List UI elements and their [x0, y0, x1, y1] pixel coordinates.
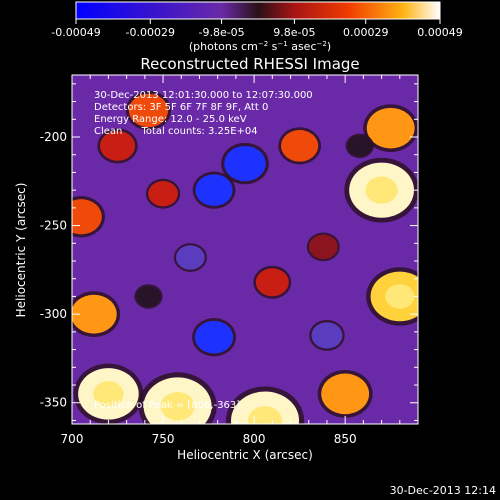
x-tick-label: 800 [243, 432, 266, 446]
colorbar-tick-label: -9.8e-05 [198, 26, 244, 39]
heatmap-blob [72, 294, 117, 334]
annotation-detectors: Detectors: 3F 5F 6F 7F 8F 9F, Att 0 [94, 102, 268, 113]
heatmap-blob [321, 373, 370, 415]
plot-frame [71, 74, 419, 425]
axes: 700 750 800 850 -350 -300 -250 -200 [40, 75, 419, 446]
chart-title: Reconstructed RHESSI Image [140, 55, 359, 73]
y-tick-label: -250 [40, 219, 67, 233]
footer-timestamp: 30-Dec-2013 12:14 [390, 484, 496, 497]
heatmap-blob-core [365, 176, 398, 204]
colorbar-tick-label: 0.00029 [343, 26, 389, 39]
heatmap-blob [366, 107, 415, 149]
heatmap-blob [195, 174, 233, 206]
y-tick-label: -300 [40, 307, 67, 321]
heatmap-blob [148, 181, 178, 207]
heatmap-blob [347, 135, 372, 157]
heatmap [72, 90, 418, 424]
annotation-time-range: 30-Dec-2013 12:01:30.000 to 12:07:30.000 [94, 90, 313, 101]
colorbar-tick-label: -0.00029 [126, 26, 175, 39]
annotation-peak-position: Position of Peak = [806,-363] [94, 400, 240, 411]
y-axis-label: Heliocentric Y (arcsec) [14, 183, 28, 318]
colorbar-tick-label: -0.00049 [51, 26, 100, 39]
heatmap-blob [128, 93, 169, 128]
colorbar-tick-label: 9.8e-05 [273, 26, 315, 39]
colorbar [76, 2, 440, 19]
x-tick-label: 750 [152, 432, 175, 446]
colorbar-frame [75, 1, 441, 20]
heatmap-blob [176, 245, 205, 270]
annotation-clean-counts: Clean Total counts: 3.25E+04 [94, 126, 258, 137]
colorbar-units: (photons cm−2 s−1 asec−2) [189, 40, 331, 53]
x-axis-label: Heliocentric X (arcsec) [177, 448, 313, 462]
colorbar-ticks: -0.00049 -0.00029 -9.8e-05 9.8e-05 0.00029 0.… [51, 19, 463, 39]
heatmap-blob [224, 145, 266, 182]
annotation-energy-range: Energy Range: 12.0 - 25.0 keV [94, 114, 247, 125]
heatmap-blob [194, 320, 234, 354]
heatmap-blob-core [385, 284, 415, 309]
heatmap-blob-core [93, 381, 124, 407]
heatmap-blob [308, 234, 338, 260]
y-tick-label: -350 [40, 396, 67, 410]
heatmap-blob [281, 130, 319, 162]
x-tick-label: 850 [334, 432, 357, 446]
x-tick-label: 700 [61, 432, 84, 446]
heatmap-blob [311, 322, 343, 349]
heatmap-blob-core [248, 406, 283, 424]
heatmap-blob [136, 286, 161, 307]
heatmap-blob-core [160, 392, 195, 421]
heatmap-blob [255, 268, 289, 297]
colorbar-tick-label: 0.00049 [417, 26, 463, 39]
heatmap-blob [99, 130, 136, 161]
y-tick-label: -200 [40, 130, 67, 144]
